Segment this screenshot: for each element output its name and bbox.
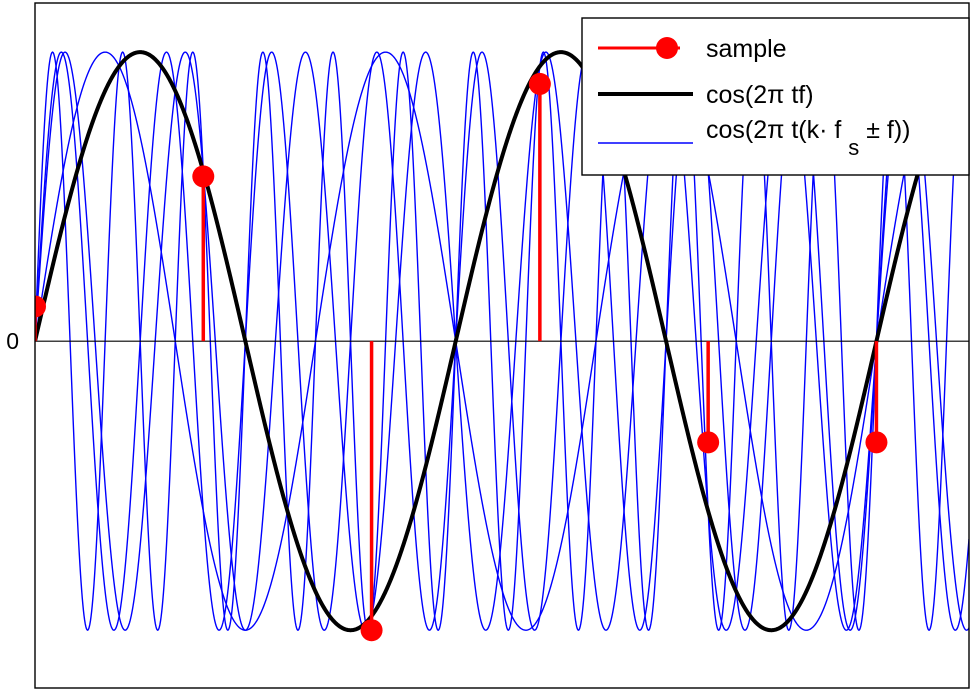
y-tick-label-zero: 0 xyxy=(6,328,19,354)
legend-alias-label-tail: ± f)) xyxy=(866,116,910,144)
legend-sample-marker xyxy=(656,37,678,59)
curves-layer xyxy=(35,50,969,633)
base-signal-curve xyxy=(35,50,969,633)
legend-sample-label: sample xyxy=(706,35,787,63)
sample-marker-4 xyxy=(528,72,551,95)
sample-marker-6 xyxy=(865,431,888,454)
legend-alias-label-main: cos(2π t(k· f xyxy=(706,116,841,144)
legend-box xyxy=(581,17,970,176)
stems-layer xyxy=(35,72,888,642)
alias-curve-2 xyxy=(35,51,969,631)
sample-marker-2 xyxy=(192,165,215,188)
sample-marker-1 xyxy=(35,295,46,318)
sample-marker-5 xyxy=(697,431,720,454)
legend-alias-label-sub: s xyxy=(848,135,859,160)
axes-frame xyxy=(34,2,970,689)
legend: sample cos(2π tf) cos(2π t(k· f s ± f)) xyxy=(581,17,970,176)
sample-marker-3 xyxy=(360,619,383,642)
legend-alias-label: cos(2π t(k· f s ± f)) xyxy=(706,116,911,161)
legend-base-label: cos(2π tf) xyxy=(706,81,814,109)
